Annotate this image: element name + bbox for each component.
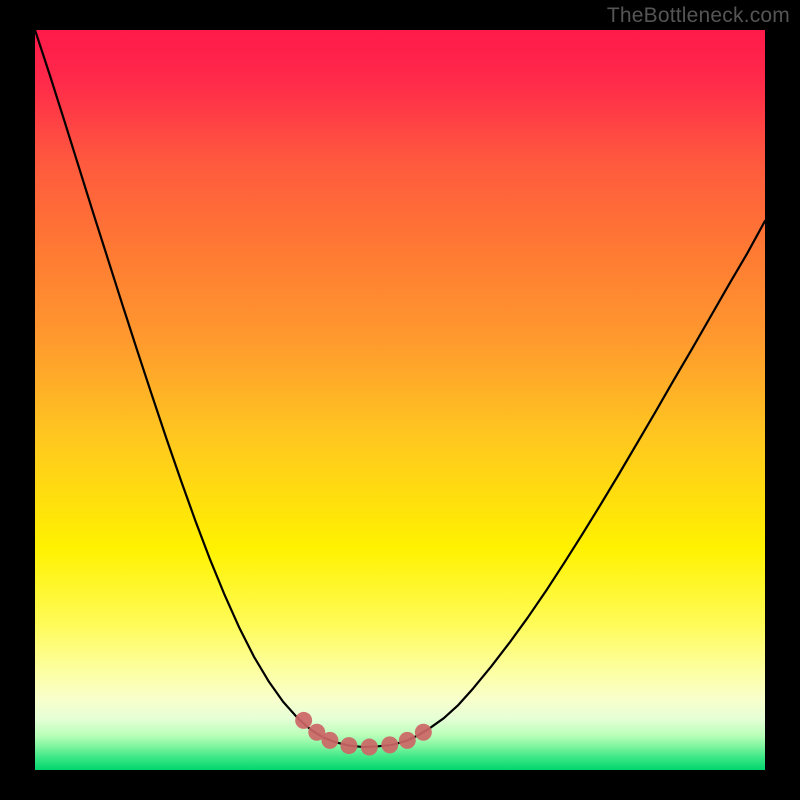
plot-gradient-background: [35, 30, 765, 770]
bottleneck-chart: [0, 0, 800, 800]
valley-marker: [295, 712, 312, 729]
valley-marker: [361, 739, 378, 756]
valley-marker: [381, 736, 398, 753]
watermark-label: TheBottleneck.com: [607, 4, 790, 28]
valley-marker: [340, 737, 357, 754]
valley-marker: [399, 732, 416, 749]
valley-marker: [415, 724, 432, 741]
valley-marker: [321, 732, 338, 749]
